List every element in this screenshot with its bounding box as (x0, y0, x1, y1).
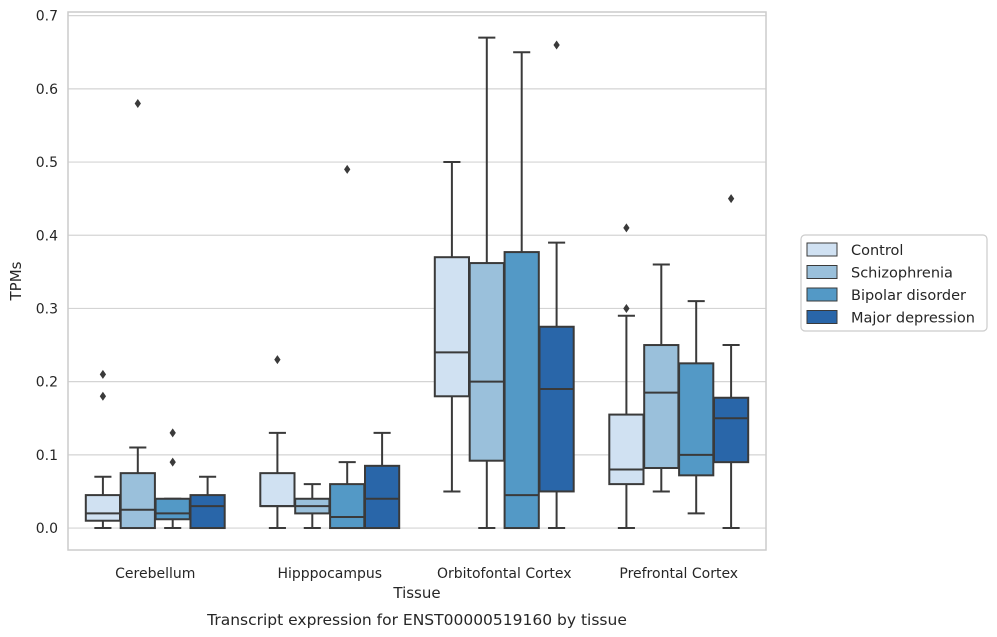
box-control (84, 369, 122, 530)
box-schizophrenia (643, 263, 680, 493)
y-tick-label: 0.5 (36, 155, 58, 171)
iqr-box (154, 497, 191, 521)
legend-label: Major depression (851, 311, 975, 327)
box-plots (84, 36, 750, 530)
outlier-point (99, 369, 107, 379)
box-bipolar-disorder (503, 51, 540, 530)
x-tick-label: Hipppocampus (277, 566, 382, 582)
box-schizophrenia (468, 36, 505, 530)
x-tick-label: Prefrontal Cortex (619, 566, 738, 582)
box-major-depression (538, 40, 575, 530)
outlier-point (727, 194, 735, 204)
x-tick-label: Orbitofontal Cortex (437, 566, 572, 582)
box-major-depression (363, 431, 401, 530)
legend-swatch (806, 265, 838, 279)
iqr-box (363, 464, 401, 530)
y-tick-label: 0.6 (36, 82, 58, 98)
y-tick-label: 0.7 (36, 9, 58, 25)
y-axis-label: TPMs (7, 261, 25, 301)
legend-label: Schizophrenia (851, 266, 953, 282)
box-schizophrenia (119, 98, 156, 530)
outlier-point (623, 223, 630, 233)
outlier-point (169, 457, 176, 467)
legend-swatch (806, 242, 838, 257)
outlier-point (623, 303, 630, 313)
legend-label: Control (851, 243, 903, 259)
box-bipolar-disorder (329, 164, 366, 530)
outlier-point (553, 40, 560, 50)
iqr-box (259, 472, 296, 508)
iqr-box (189, 494, 226, 530)
legend: Control Schizophrenia Bipolar disorder Majo… (800, 234, 988, 332)
legend-label: Bipolar disorder (851, 288, 966, 304)
iqr-box (712, 396, 750, 464)
iqr-box (433, 256, 471, 398)
iqr-box (678, 362, 715, 477)
y-tick-label: 0.1 (36, 448, 58, 464)
y-tick-label: 0.2 (36, 375, 58, 391)
x-tick-label: Cerebellum (115, 566, 195, 582)
iqr-box (643, 344, 680, 470)
y-gridlines (68, 15, 766, 529)
outlier-point (134, 98, 141, 108)
legend-swatch (806, 310, 838, 324)
legend-swatch (806, 287, 838, 302)
iqr-box (503, 251, 540, 530)
box-major-depression (712, 194, 750, 530)
x-axis-label: Tissue (392, 584, 440, 602)
box-control (433, 161, 471, 493)
outlier-point (344, 164, 351, 174)
y-tick-label: 0.3 (36, 301, 58, 317)
outlier-point (99, 391, 107, 401)
chart-caption: Transcript expression for ENST0000051916… (206, 611, 627, 629)
y-tick-labels: 0.0 0.1 0.2 0.3 0.4 0.5 0.6 0.7 (36, 9, 58, 537)
box-control (608, 223, 645, 530)
plot-frame (67, 11, 767, 551)
outlier-point (274, 355, 281, 365)
iqr-box (84, 494, 122, 522)
y-tick-label: 0.4 (36, 228, 58, 244)
x-tick-labels: Cerebellum Hipppocampus Orbitofontal Corte… (115, 566, 738, 582)
iqr-box (608, 413, 645, 486)
box-bipolar-disorder (678, 300, 715, 515)
box-bipolar-disorder (154, 428, 191, 530)
legend-frame (800, 234, 988, 332)
iqr-box (119, 472, 156, 530)
box-control (259, 355, 296, 530)
iqr-box (468, 262, 505, 462)
y-tick-label: 0.0 (36, 521, 58, 537)
box-schizophrenia (294, 483, 331, 530)
box-major-depression (189, 475, 226, 530)
outlier-point (169, 428, 176, 438)
iqr-box (329, 483, 366, 530)
iqr-box (538, 325, 575, 493)
